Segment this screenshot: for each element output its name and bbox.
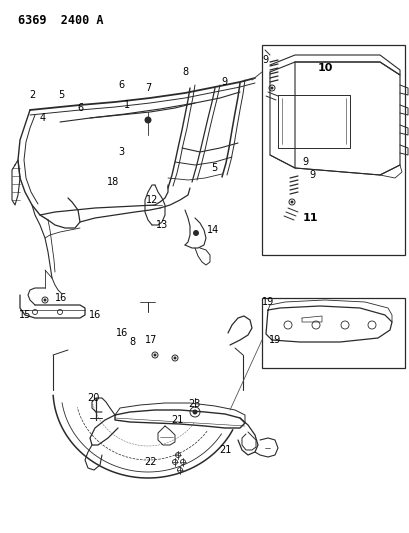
- Text: 21: 21: [171, 415, 183, 425]
- Text: 6: 6: [118, 80, 124, 90]
- Circle shape: [43, 298, 46, 302]
- Text: 11: 11: [301, 213, 317, 223]
- Text: 10: 10: [317, 63, 332, 73]
- Text: 23: 23: [187, 399, 200, 409]
- Text: 8: 8: [128, 337, 135, 347]
- Text: 17: 17: [144, 335, 157, 345]
- Text: 9: 9: [220, 77, 227, 87]
- Text: 12: 12: [146, 195, 158, 205]
- Circle shape: [192, 409, 197, 415]
- Text: 4: 4: [40, 113, 46, 123]
- Circle shape: [173, 357, 176, 359]
- Text: 5: 5: [210, 163, 217, 173]
- Circle shape: [290, 200, 293, 204]
- Text: 21: 21: [218, 445, 231, 455]
- Text: 16: 16: [116, 328, 128, 338]
- Text: 5: 5: [58, 90, 64, 100]
- Circle shape: [270, 86, 273, 90]
- Text: 16: 16: [89, 310, 101, 320]
- Text: 8: 8: [182, 67, 188, 77]
- Text: 2: 2: [29, 90, 35, 100]
- Text: 16: 16: [55, 293, 67, 303]
- Text: 9: 9: [301, 157, 307, 167]
- Text: 13: 13: [155, 220, 168, 230]
- Text: 20: 20: [87, 393, 99, 403]
- Circle shape: [193, 230, 198, 236]
- Bar: [261, 45, 404, 255]
- Text: 9: 9: [308, 170, 314, 180]
- Text: 6369  2400 A: 6369 2400 A: [18, 14, 103, 27]
- Text: 1: 1: [124, 100, 130, 110]
- Text: 18: 18: [107, 177, 119, 187]
- Text: 19: 19: [268, 335, 281, 345]
- Text: 14: 14: [207, 225, 218, 235]
- Text: 7: 7: [144, 83, 151, 93]
- Text: 22: 22: [144, 457, 157, 467]
- Bar: [261, 298, 404, 368]
- Circle shape: [144, 117, 151, 124]
- Text: 15: 15: [19, 310, 31, 320]
- Circle shape: [153, 353, 156, 357]
- Text: 19: 19: [261, 297, 274, 307]
- Text: 6: 6: [77, 103, 83, 113]
- Text: 3: 3: [118, 147, 124, 157]
- Text: 9: 9: [261, 55, 267, 65]
